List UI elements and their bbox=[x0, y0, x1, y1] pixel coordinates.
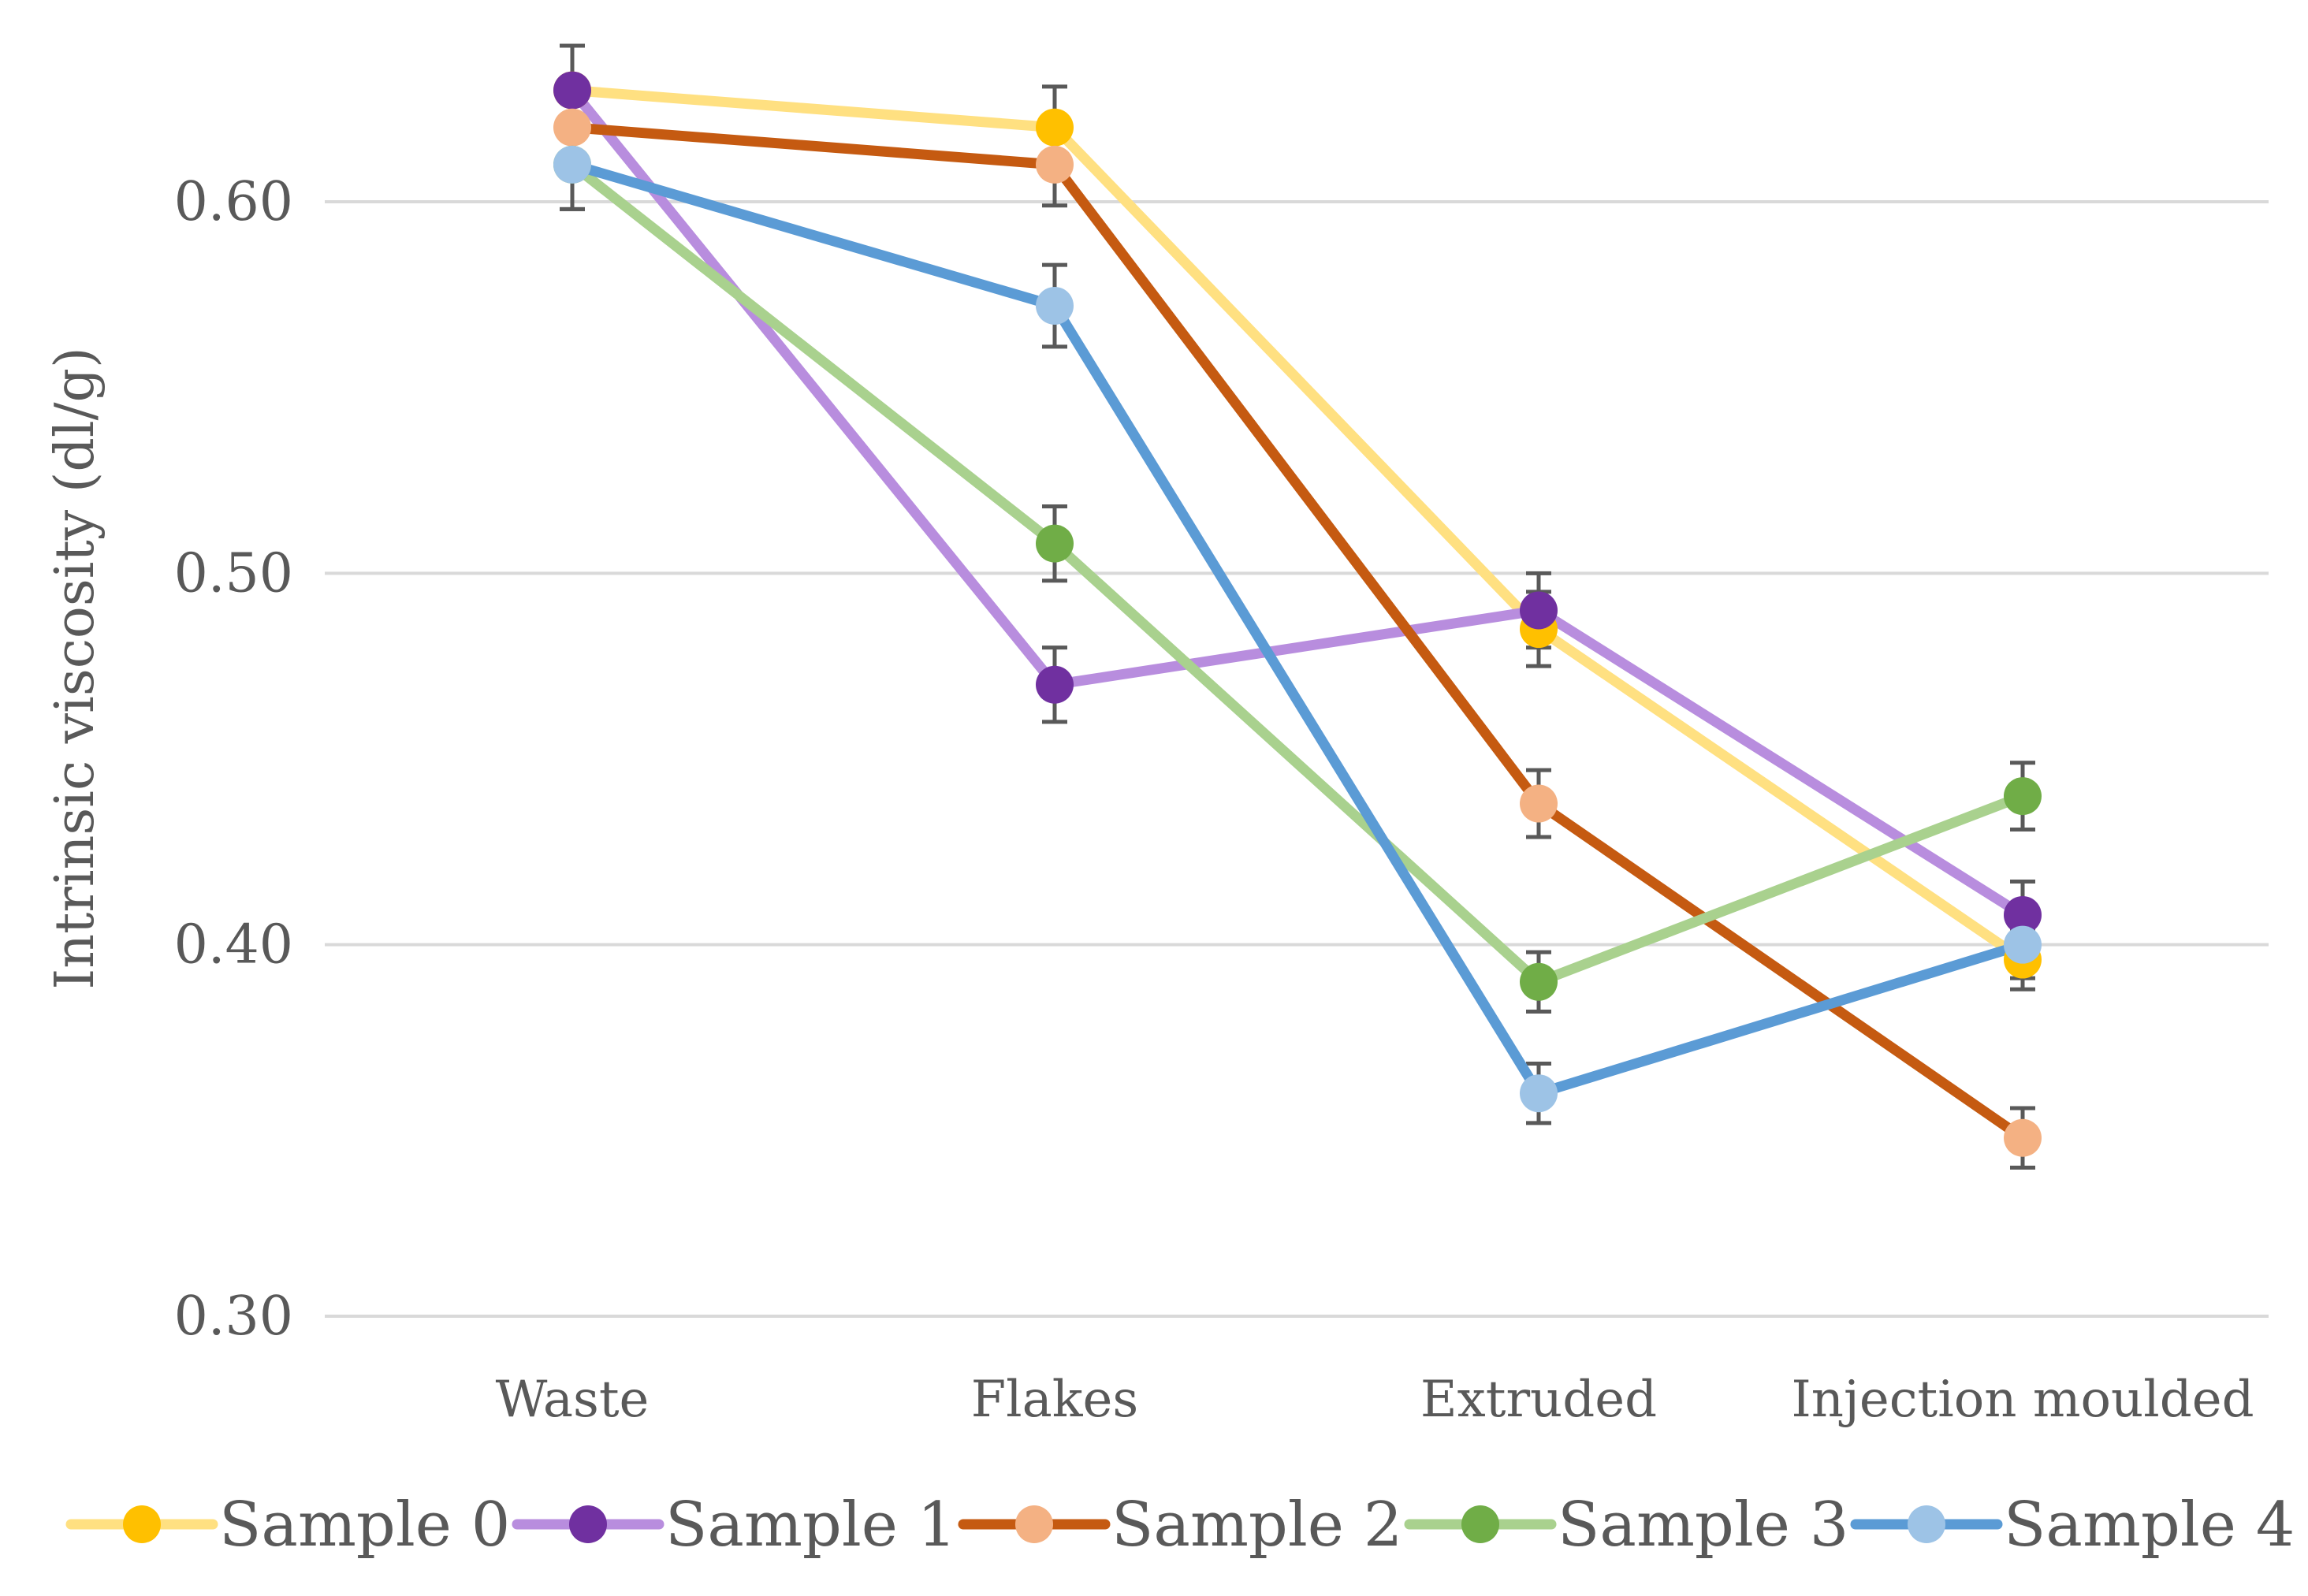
legend-label: Sample 3 bbox=[1558, 1490, 1848, 1561]
data-point bbox=[553, 71, 591, 110]
legend-item: Sample 0 bbox=[65, 1490, 510, 1561]
data-point bbox=[1520, 962, 1558, 1001]
legend-item: Sample 1 bbox=[512, 1490, 956, 1561]
legend-label: Sample 1 bbox=[665, 1490, 956, 1561]
data-point bbox=[1520, 591, 1558, 630]
data-point bbox=[2004, 895, 2042, 934]
y-tick-label: 0.40 bbox=[174, 914, 293, 977]
data-point bbox=[553, 108, 591, 147]
legend-marker bbox=[1908, 1505, 1945, 1543]
data-point bbox=[1520, 784, 1558, 823]
data-point bbox=[2004, 777, 2042, 816]
legend-marker bbox=[1461, 1505, 1499, 1543]
series-line-sample-3 bbox=[567, 159, 2028, 988]
y-tick-label: 0.30 bbox=[174, 1285, 293, 1348]
data-point bbox=[1036, 108, 1074, 147]
y-tick-label: 0.50 bbox=[174, 542, 293, 605]
legend-item: Sample 4 bbox=[1850, 1490, 2295, 1561]
legend-marker bbox=[1015, 1505, 1053, 1543]
data-point bbox=[2004, 1118, 2042, 1157]
series-line-sample-1 bbox=[567, 85, 2028, 921]
data-point bbox=[1036, 145, 1074, 184]
x-category-label: Flakes bbox=[971, 1371, 1139, 1429]
legend-label: Sample 4 bbox=[2004, 1490, 2295, 1561]
series-markers bbox=[553, 71, 2042, 1157]
data-point bbox=[553, 145, 591, 184]
data-point bbox=[1520, 1074, 1558, 1113]
x-axis-categories: Waste Flakes Extruded Injection moulded bbox=[496, 1371, 2254, 1429]
series-line-sample-0 bbox=[567, 85, 2028, 965]
x-category-label: Waste bbox=[496, 1371, 650, 1429]
data-point bbox=[1036, 286, 1074, 325]
legend-marker bbox=[569, 1505, 607, 1543]
legend: Sample 0 Sample 1 Sample 2 Sample 3 Sample 4 bbox=[65, 1490, 2295, 1561]
legend-marker bbox=[123, 1505, 161, 1543]
y-axis-title: Intrinsic viscosity (dl/g) bbox=[44, 347, 106, 989]
data-point bbox=[1036, 665, 1074, 704]
grid-lines bbox=[325, 200, 2269, 1318]
series-lines bbox=[567, 85, 2028, 1144]
data-point bbox=[2004, 925, 2042, 964]
legend-label: Sample 2 bbox=[1111, 1490, 1402, 1561]
legend-item: Sample 2 bbox=[958, 1490, 1402, 1561]
y-axis-ticks: 0.30 0.40 0.50 0.60 bbox=[174, 171, 293, 1348]
x-category-label: Extruded bbox=[1420, 1371, 1657, 1429]
legend-label: Sample 0 bbox=[219, 1490, 510, 1561]
legend-item: Sample 3 bbox=[1404, 1490, 1848, 1561]
series-line-sample-2 bbox=[567, 122, 2028, 1144]
series-line-sample-4 bbox=[567, 159, 2028, 1099]
data-point bbox=[1036, 524, 1074, 563]
y-tick-label: 0.60 bbox=[174, 171, 293, 233]
x-category-label: Injection moulded bbox=[1791, 1371, 2254, 1429]
